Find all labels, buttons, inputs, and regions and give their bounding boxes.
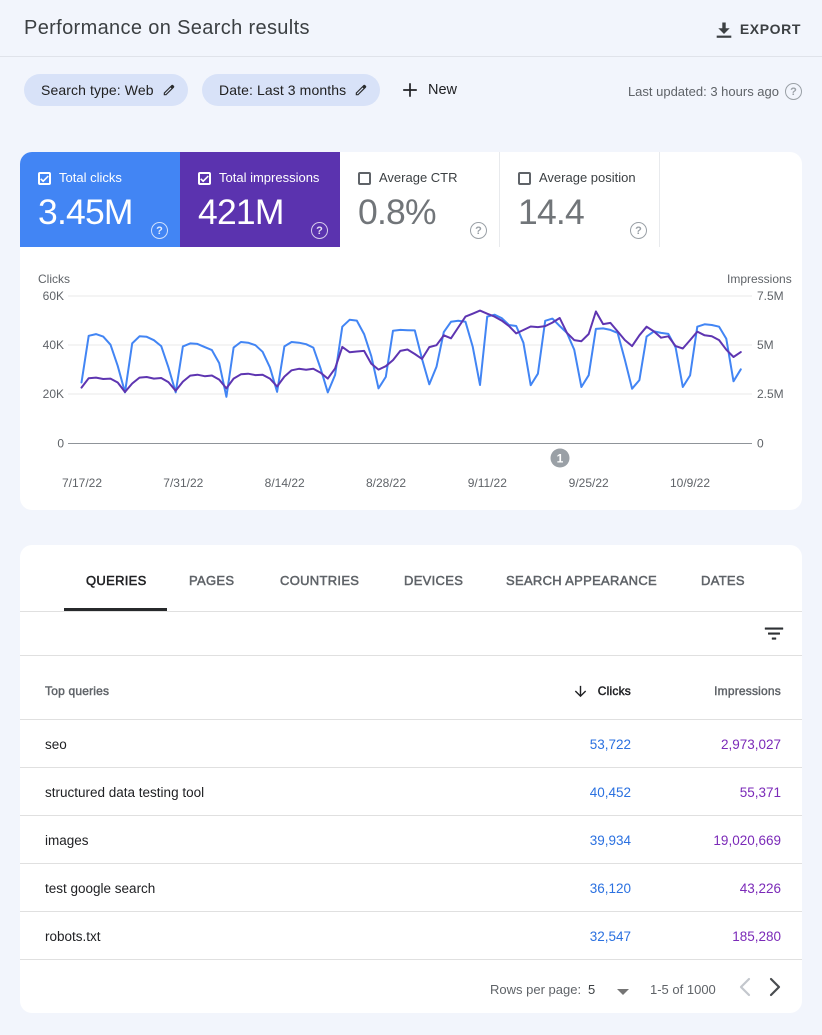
svg-text:40K: 40K bbox=[43, 338, 64, 352]
svg-text:7/17/22: 7/17/22 bbox=[62, 476, 102, 490]
svg-text:8/14/22: 8/14/22 bbox=[265, 476, 305, 490]
svg-text:8/28/22: 8/28/22 bbox=[366, 476, 406, 490]
svg-text:0: 0 bbox=[757, 437, 764, 451]
svg-text:9/25/22: 9/25/22 bbox=[569, 476, 609, 490]
svg-text:10/9/22: 10/9/22 bbox=[670, 476, 710, 490]
svg-text:9/11/22: 9/11/22 bbox=[468, 476, 507, 490]
svg-text:0: 0 bbox=[57, 437, 64, 451]
svg-text:Clicks: Clicks bbox=[38, 272, 70, 286]
svg-text:7.5M: 7.5M bbox=[757, 289, 784, 303]
svg-text:1: 1 bbox=[557, 452, 564, 466]
svg-text:60K: 60K bbox=[43, 289, 64, 303]
svg-text:7/31/22: 7/31/22 bbox=[163, 476, 203, 490]
svg-text:5M: 5M bbox=[757, 338, 774, 352]
svg-text:20K: 20K bbox=[43, 387, 64, 401]
svg-text:2.5M: 2.5M bbox=[757, 387, 784, 401]
svg-text:Impressions: Impressions bbox=[727, 272, 792, 286]
